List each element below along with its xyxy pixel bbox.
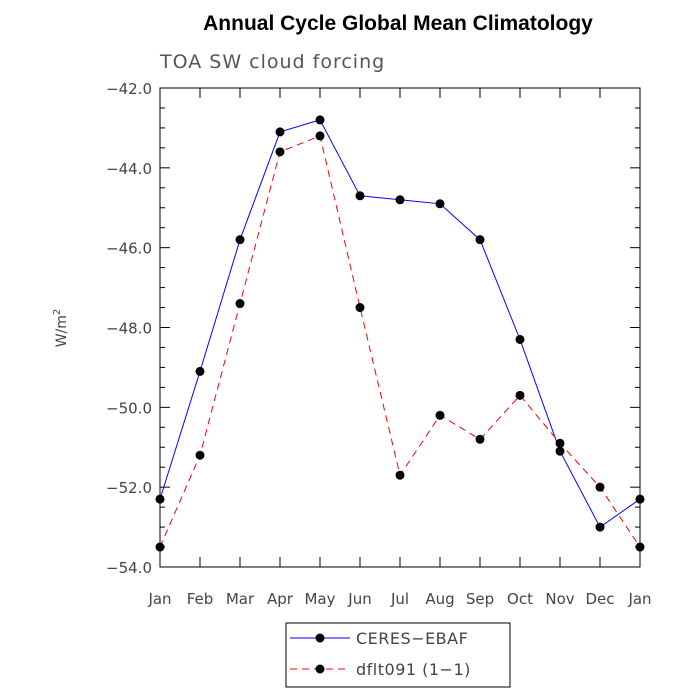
- series-0-point: [355, 191, 365, 201]
- x-tick-label: Dec: [585, 590, 614, 608]
- y-tick-label: −50.0: [106, 399, 152, 417]
- x-tick-label: Jan: [147, 590, 171, 608]
- series-1-point: [435, 410, 445, 420]
- series-0-point: [195, 366, 205, 376]
- x-tick-label: Jan: [627, 590, 651, 608]
- series-0-point: [595, 522, 605, 532]
- legend-label-dflt091: dflt091 (1−1): [356, 660, 471, 679]
- series-0-point: [235, 235, 245, 245]
- series-1-point: [275, 147, 285, 157]
- y-tick-label: −42.0: [106, 80, 152, 98]
- series-0-point: [515, 334, 525, 344]
- x-tick-label: Apr: [267, 590, 294, 608]
- series-0-point: [635, 494, 645, 504]
- chart-title: Annual Cycle Global Mean Climatology: [203, 12, 593, 35]
- x-tick-label: May: [304, 590, 335, 608]
- legend-marker-ceres: [315, 633, 325, 643]
- series-1-point: [475, 434, 485, 444]
- legend-box: [285, 622, 511, 688]
- x-tick-label: Oct: [507, 590, 533, 608]
- x-tick-label: Aug: [425, 590, 454, 608]
- series-0-point: [435, 199, 445, 209]
- y-tick-label: −44.0: [106, 160, 152, 178]
- series-1-point: [195, 450, 205, 460]
- y-tick-label: −46.0: [106, 240, 152, 258]
- legend-marker-dflt091: [315, 664, 325, 674]
- series-1-point: [395, 470, 405, 480]
- y-tick-label: −54.0: [106, 559, 152, 577]
- series-1-point: [155, 542, 165, 552]
- series-1-point: [555, 438, 565, 448]
- x-axis: Jan Feb Mar Apr May Jun Jul Aug Sep Oct Nov Dec Jan: [147, 88, 652, 608]
- x-tick-label: Mar: [226, 590, 255, 608]
- series-1-point: [355, 303, 365, 313]
- series-1-point: [635, 542, 645, 552]
- y-axis-label: W/m2: [52, 309, 70, 348]
- y-axis-label-superscript: 2: [52, 309, 63, 315]
- plot-frame: [159, 87, 641, 568]
- legend-label-ceres: CERES−EBAF: [356, 629, 468, 648]
- x-tick-label: Jul: [390, 590, 409, 608]
- series-0-point: [555, 446, 565, 456]
- series-0-point: [155, 494, 165, 504]
- series-0-point: [275, 127, 285, 137]
- x-tick-label: Nov: [545, 590, 574, 608]
- x-tick-label: Feb: [187, 590, 214, 608]
- legend: CERES−EBAF dflt091 (1−1): [285, 622, 511, 688]
- y-tick-label: −52.0: [106, 479, 152, 497]
- y-axis-label-text: W/m: [54, 315, 70, 347]
- y-axis: −54.0 −52.0 −50.0 −48.0 −46.0 −44.0 −42.0: [106, 80, 640, 577]
- y-tick-label: −48.0: [106, 320, 152, 338]
- series-1-point: [235, 299, 245, 309]
- plot-area: [159, 87, 641, 568]
- x-tick-label: Sep: [466, 590, 494, 608]
- series-layer: [155, 115, 645, 552]
- series-1-point: [515, 390, 525, 400]
- series-line-0: [159, 119, 641, 528]
- series-1-point: [315, 131, 325, 141]
- series-1-point: [595, 482, 605, 492]
- chart-subtitle: TOA SW cloud forcing: [159, 51, 385, 73]
- x-tick-label: Jun: [347, 590, 371, 608]
- series-0-point: [475, 235, 485, 245]
- series-0-point: [315, 115, 325, 125]
- series-0-point: [395, 195, 405, 205]
